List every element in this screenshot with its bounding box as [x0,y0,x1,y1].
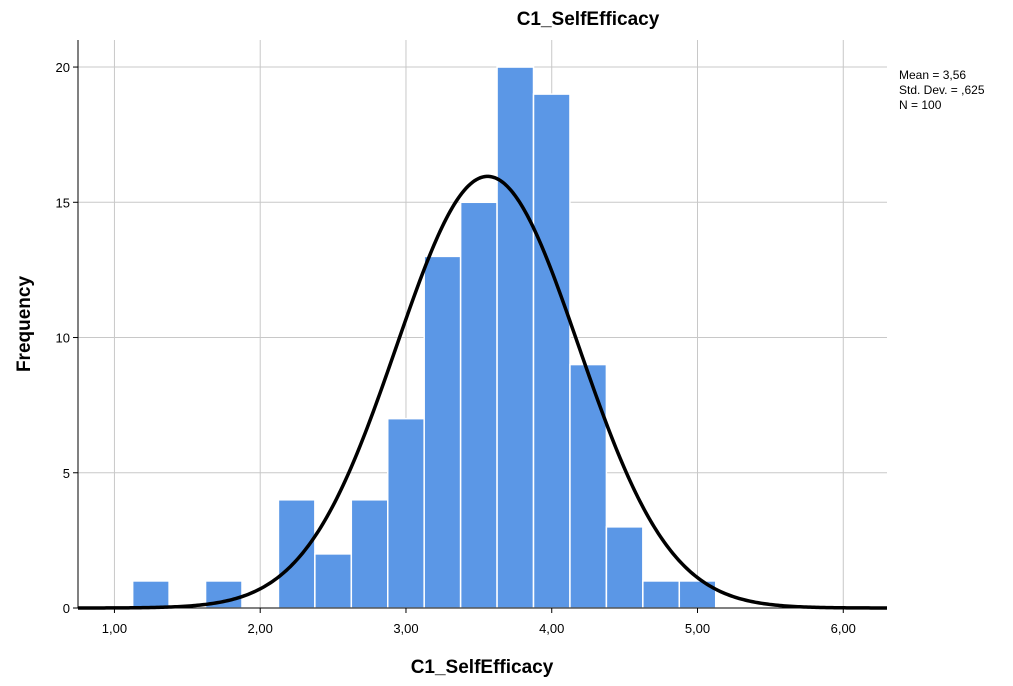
x-tick-label: 2,00 [248,621,273,636]
chart-title: C1_SelfEfficacy [517,9,660,30]
histogram-bar [532,93,571,609]
histogram-bar [423,255,462,609]
normal-curve [78,174,887,610]
histogram-bar [569,363,608,609]
histogram-bar [204,580,243,609]
x-tick-label: 6,00 [831,621,856,636]
x-tick-label: 1,00 [102,621,127,636]
axes [73,40,887,613]
histogram-bar [496,66,535,609]
x-tick-label: 4,00 [539,621,564,636]
stat-mean: Mean = 3,56 [899,68,966,82]
histogram-bar [350,499,389,609]
histogram-bar [314,553,353,609]
normal-curve-layer [78,174,887,610]
stat-n: N = 100 [899,98,942,112]
stat-std-dev: Std. Dev. = ,625 [899,83,985,97]
y-tick-label: 15 [56,195,70,210]
y-tick-label: 10 [56,331,70,346]
y-tick-label: 20 [56,60,70,75]
x-tick-label: 3,00 [393,621,418,636]
x-axis-label: C1_SelfEfficacy [411,657,554,678]
histogram-bar [642,580,681,609]
stats-box: Mean = 3,56 Std. Dev. = ,625 N = 100 [899,68,985,112]
histogram-bar [131,580,170,609]
histogram-bar [605,526,644,609]
histogram-bar [459,201,498,609]
y-axis-label: Frequency [14,276,35,373]
x-tick-label: 5,00 [685,621,710,636]
y-tick-label: 0 [63,601,70,616]
histogram-bar [277,499,316,609]
tick-labels: 1,00 2,00 3,00 4,00 5,00 6,00 0 5 10 15 20 [56,60,856,636]
histogram-bar [387,417,425,609]
y-tick-label: 5 [63,466,70,481]
